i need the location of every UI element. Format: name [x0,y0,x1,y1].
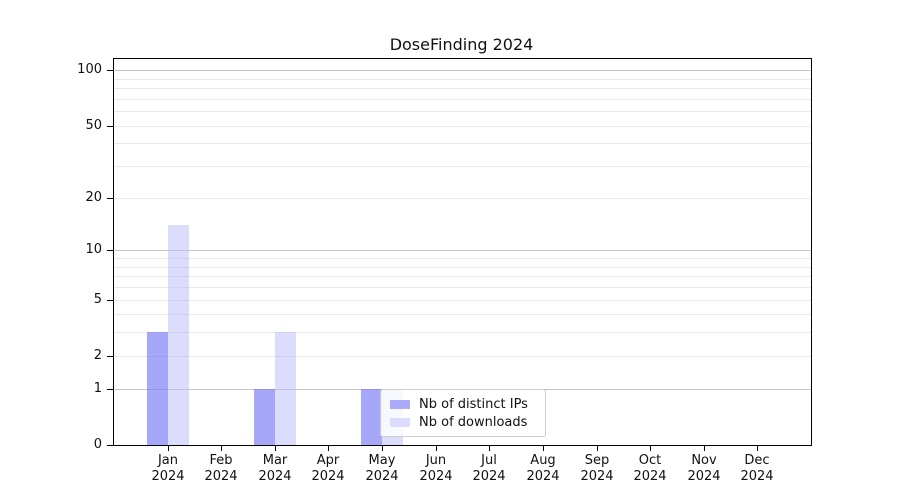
minor-gridline [114,258,811,259]
y-tick-label: 10 [85,242,102,257]
minor-gridline [114,276,811,277]
y-tick [107,389,113,390]
x-tick-label: Oct 2024 [633,453,667,484]
x-tick-label: May 2024 [365,453,399,484]
y-tick-label: 2 [93,348,102,363]
x-tick-label: Jul 2024 [472,453,506,484]
minor-gridline [114,126,811,127]
x-tick-label: Jan 2024 [151,453,185,484]
y-tick [107,70,113,71]
legend: Nb of distinct IPs Nb of downloads [380,389,546,437]
minor-gridline [114,356,811,357]
x-tick-label: Aug 2024 [526,453,560,484]
legend-swatch-downloads-icon [390,417,410,427]
legend-swatch-distinct-ips-icon [390,399,410,409]
y-tick [107,445,113,446]
minor-gridline [114,287,811,288]
minor-gridline [114,332,811,333]
minor-gridline [114,79,811,80]
y-tick-label: 0 [93,437,102,452]
plot-area: 0 1 2 5 10 20 50 100 Jan 2024 Feb 2024 Mar 2024 Apr… [77,58,812,484]
x-tick [382,445,383,451]
bar-downloads [275,332,296,445]
bar-distinct-ips [147,332,168,445]
major-gridline [114,250,811,251]
x-tick-label: Nov 2024 [687,453,721,484]
legend-item-distinct-ips: Nb of distinct IPs [390,396,536,413]
minor-gridline [114,143,811,144]
y-tick [107,126,113,127]
minor-gridline [114,198,811,199]
minor-gridline [114,99,811,100]
legend-label-distinct-ips: Nb of distinct IPs [419,396,528,412]
x-tick [436,445,437,451]
x-tick-label: Feb 2024 [204,453,238,484]
x-tick [168,445,169,451]
x-tick [543,445,544,451]
y-tick [107,250,113,251]
x-tick [221,445,222,451]
chart-title: DoseFinding 2024 [389,35,534,54]
y-tick [107,300,113,301]
y-tick-label: 20 [85,190,102,205]
y-tick-label: 1 [93,381,102,396]
bar-distinct-ips [254,389,275,445]
x-tick-label: Apr 2024 [311,453,345,484]
x-tick [597,445,598,451]
x-tick [489,445,490,451]
y-tick [107,198,113,199]
y-tick-label: 5 [93,292,102,307]
legend-item-downloads: Nb of downloads [390,414,536,431]
x-tick [650,445,651,451]
x-tick [328,445,329,451]
y-tick-label: 50 [85,118,102,133]
legend-label-downloads: Nb of downloads [419,414,528,430]
minor-gridline [114,267,811,268]
minor-gridline [114,314,811,315]
x-tick-label: Mar 2024 [258,453,292,484]
minor-gridline [114,166,811,167]
x-tick-label: Jun 2024 [419,453,453,484]
x-tick-label: Dec 2024 [740,453,774,484]
bar-distinct-ips [361,389,382,445]
major-gridline [114,70,811,71]
minor-gridline [114,300,811,301]
x-tick [757,445,758,451]
x-tick [704,445,705,451]
x-tick-label: Sep 2024 [580,453,614,484]
y-tick [107,356,113,357]
minor-gridline [114,111,811,112]
minor-gridline [114,88,811,89]
x-tick [275,445,276,451]
y-tick-label: 100 [77,62,102,77]
bar-downloads [168,225,189,445]
